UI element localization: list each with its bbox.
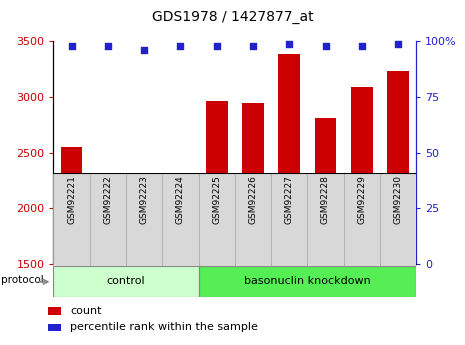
Text: GSM92224: GSM92224 (176, 175, 185, 224)
Bar (307, 172, 344, 266)
Text: GSM92230: GSM92230 (393, 175, 403, 224)
Point (322, 43, 329, 49)
Bar (206, 101, 227, 264)
Text: GDS1978 / 1427877_at: GDS1978 / 1427877_at (152, 10, 313, 24)
Bar (242, 102, 264, 264)
Text: GSM92229: GSM92229 (357, 175, 366, 224)
Bar (53, 172, 90, 266)
Text: GSM92228: GSM92228 (321, 175, 330, 224)
Text: GSM92222: GSM92222 (103, 175, 113, 224)
Text: GSM92223: GSM92223 (140, 175, 149, 224)
Text: percentile rank within the sample: percentile rank within the sample (70, 323, 258, 333)
Bar (133, 235, 155, 264)
Point (286, 41, 293, 46)
Bar (380, 172, 416, 266)
Point (140, 48, 148, 53)
Bar (170, 196, 191, 264)
Text: GSM92226: GSM92226 (248, 175, 258, 224)
Point (249, 43, 257, 49)
Bar (90, 172, 126, 266)
Bar (199, 266, 416, 297)
Point (213, 43, 220, 49)
Text: GSM92227: GSM92227 (285, 175, 294, 224)
Text: control: control (106, 276, 146, 286)
Point (358, 43, 365, 49)
Bar (162, 172, 199, 266)
Bar (48, 324, 61, 332)
Bar (48, 307, 61, 315)
Bar (235, 172, 271, 266)
Bar (315, 118, 336, 264)
Text: basonuclin knockdown: basonuclin knockdown (244, 276, 371, 286)
Bar (126, 172, 162, 266)
Bar (351, 87, 372, 264)
Bar (199, 172, 235, 266)
Text: count: count (70, 306, 102, 316)
Point (104, 43, 112, 49)
Bar (271, 172, 307, 266)
Bar (97, 201, 119, 264)
Point (177, 43, 184, 49)
Bar (53, 266, 199, 297)
Point (394, 41, 402, 46)
Bar (61, 147, 82, 264)
Point (68, 43, 75, 49)
Bar (279, 53, 300, 264)
Text: protocol: protocol (1, 275, 44, 285)
Text: GSM92225: GSM92225 (212, 175, 221, 224)
Text: GSM92221: GSM92221 (67, 175, 76, 224)
Bar (344, 172, 380, 266)
Bar (387, 71, 409, 264)
